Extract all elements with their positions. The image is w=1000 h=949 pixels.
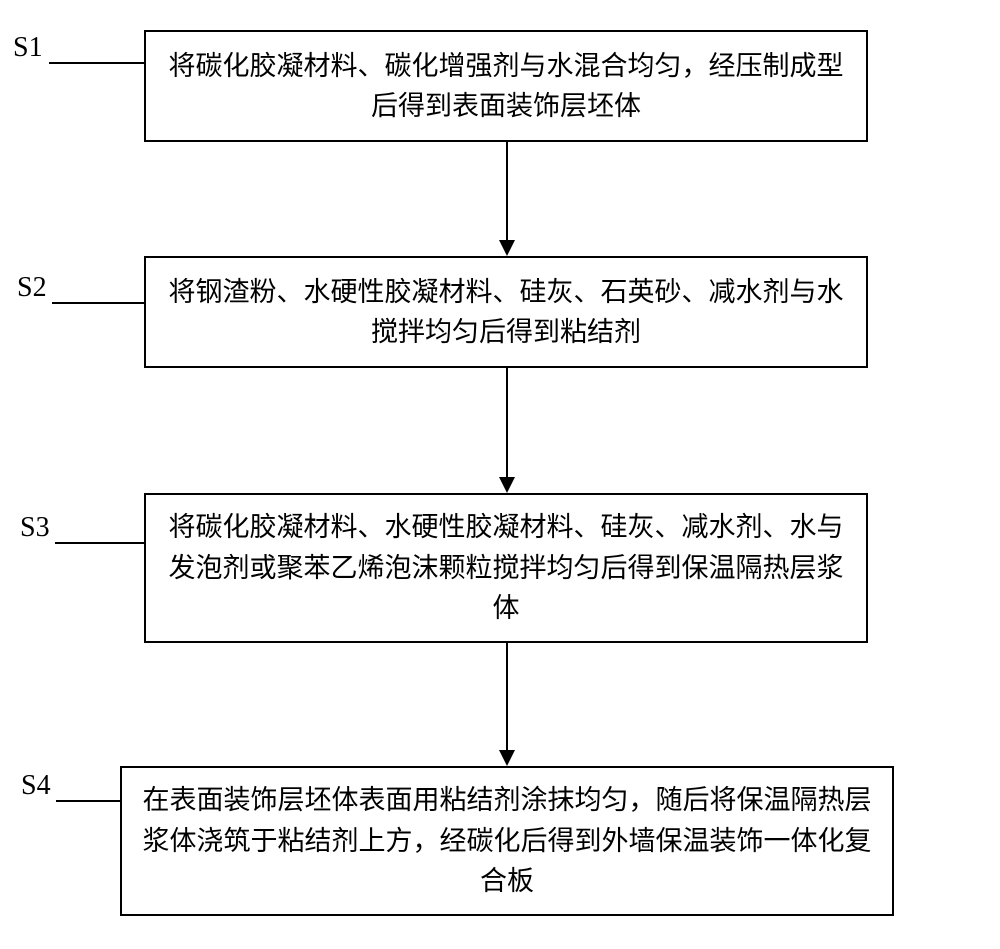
arrow-head-2 xyxy=(499,477,515,493)
arrow-line-1 xyxy=(506,142,508,240)
step-box-s1: 将碳化胶凝材料、碳化增强剂与水混合均匀，经压制成型后得到表面装饰层坯体 xyxy=(144,30,868,142)
flowchart-container: S1 将碳化胶凝材料、碳化增强剂与水混合均匀，经压制成型后得到表面装饰层坯体 S… xyxy=(0,0,1000,949)
step-box-s4: 在表面装饰层坯体表面用粘结剂涂抹均匀，随后将保温隔热层浆体浇筑于粘结剂上方，经碳… xyxy=(120,766,894,916)
step-text-s3: 将碳化胶凝材料、水硬性胶凝材料、硅灰、减水剂、水与发泡剂或聚苯乙烯泡沫颗粒搅拌均… xyxy=(166,507,846,629)
label-line-s3 xyxy=(55,542,144,544)
label-line-s1 xyxy=(49,62,144,64)
step-label-s3: S3 xyxy=(20,512,50,544)
arrow-head-3 xyxy=(499,750,515,766)
step-box-s3: 将碳化胶凝材料、水硬性胶凝材料、硅灰、减水剂、水与发泡剂或聚苯乙烯泡沫颗粒搅拌均… xyxy=(144,493,868,643)
step-text-s2: 将钢渣粉、水硬性胶凝材料、硅灰、石英砂、减水剂与水搅拌均匀后得到粘结剂 xyxy=(166,272,846,353)
label-line-s2 xyxy=(52,302,144,304)
arrow-line-3 xyxy=(506,643,508,750)
step-label-s2: S2 xyxy=(17,272,47,304)
label-line-s4 xyxy=(56,800,120,802)
step-box-s2: 将钢渣粉、水硬性胶凝材料、硅灰、石英砂、减水剂与水搅拌均匀后得到粘结剂 xyxy=(144,256,868,368)
step-text-s4: 在表面装饰层坯体表面用粘结剂涂抹均匀，随后将保温隔热层浆体浇筑于粘结剂上方，经碳… xyxy=(142,780,872,902)
step-text-s1: 将碳化胶凝材料、碳化增强剂与水混合均匀，经压制成型后得到表面装饰层坯体 xyxy=(166,46,846,127)
step-label-s4: S4 xyxy=(21,770,51,802)
arrow-line-2 xyxy=(506,368,508,477)
arrow-head-1 xyxy=(499,240,515,256)
step-label-s1: S1 xyxy=(13,32,43,64)
